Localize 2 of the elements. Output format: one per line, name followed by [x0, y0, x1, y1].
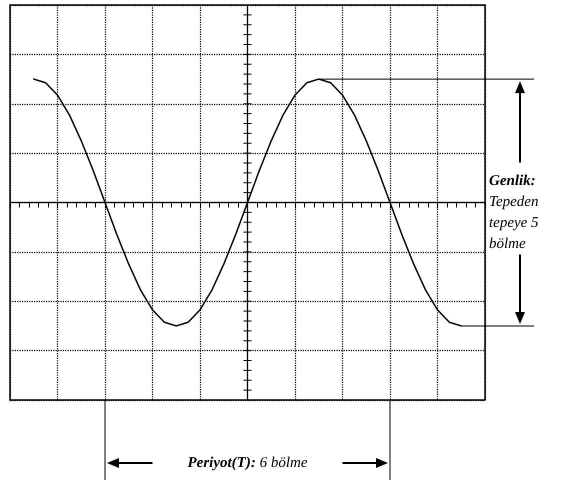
text: Genlik: Tepeden tepeye 5 bölme — [489, 173, 542, 252]
text: Periyot(T): 6 bölme — [188, 455, 308, 471]
